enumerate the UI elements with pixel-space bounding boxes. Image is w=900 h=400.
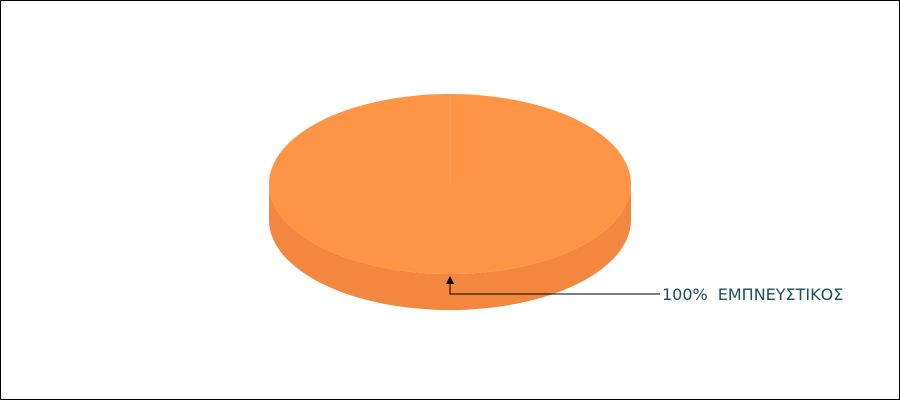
pie-slice-side — [269, 184, 631, 310]
label-leader-arrow — [446, 276, 454, 284]
slice-label-percent: 100% — [662, 285, 708, 304]
slice-label-name: ΕΜΠΝΕΥΣΤΙΚΟΣ — [718, 285, 844, 304]
slice-label: 100% ΕΜΠΝΕΥΣΤΙΚΟΣ — [662, 285, 843, 304]
label-leader-line — [449, 282, 660, 295]
